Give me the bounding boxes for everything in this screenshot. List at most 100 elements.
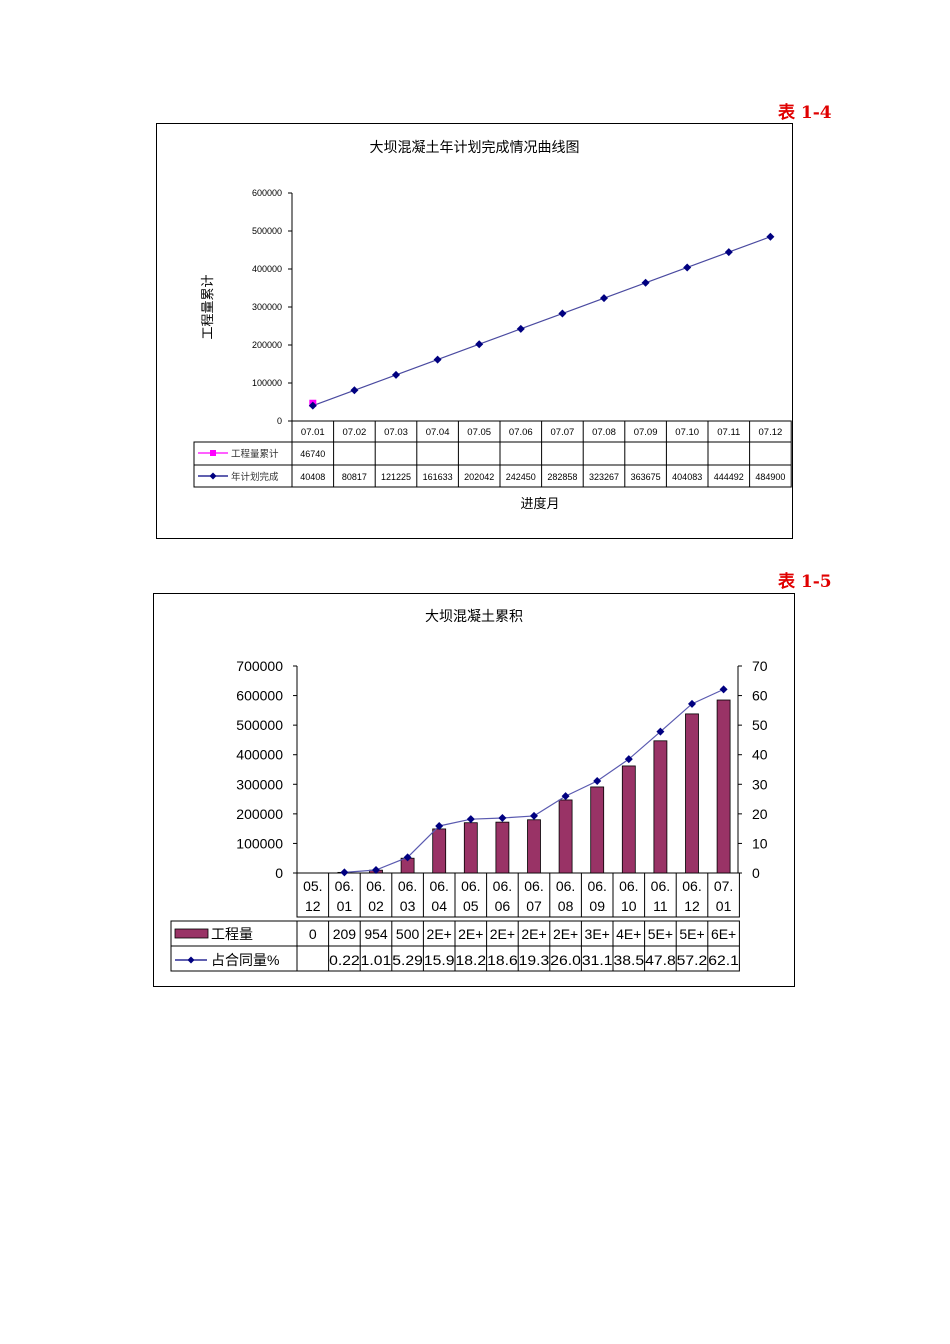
x-category-label: 07. — [714, 878, 733, 894]
table-value: 363675 — [631, 472, 661, 482]
chart-frame-cumulative: 大坝混凝土累积 700000 600000 500000 400000 300000 20… — [153, 593, 795, 987]
x-category-label: 06. — [651, 878, 670, 894]
x-category-label: 07.08 — [592, 427, 616, 438]
diamond-marker-icon — [683, 263, 692, 272]
table-value: 18.2 — [456, 952, 487, 968]
table-value: 26.0 — [550, 952, 581, 968]
y2-tick-label: 0 — [752, 865, 760, 881]
x-category-label: 07.06 — [509, 427, 533, 438]
diamond-marker-icon — [593, 777, 602, 786]
table-value: 484900 — [755, 472, 785, 482]
x-category-label: 06. — [398, 878, 417, 894]
y-tick-label: 200000 — [252, 340, 282, 350]
table-value: 62.1 — [708, 952, 739, 968]
x-category-label: 09 — [589, 898, 605, 914]
table-value: 209 — [333, 926, 357, 942]
y-tick-label: 400000 — [252, 264, 282, 274]
x-category-label: 07 — [526, 898, 542, 914]
bar — [558, 799, 573, 874]
y-tick-label: 100000 — [236, 835, 283, 851]
bar-swatch-icon — [174, 928, 209, 939]
bar — [590, 786, 605, 874]
diamond-marker-icon — [558, 309, 567, 318]
table-value: 2E+ — [521, 926, 546, 942]
y2-tick-label: 20 — [752, 806, 768, 822]
x-category-label: 07.07 — [551, 427, 575, 438]
table-value: 5E+ — [648, 926, 673, 942]
table-value: 15.9 — [424, 952, 455, 968]
table-value: 5E+ — [679, 926, 704, 942]
table-value: 57.2 — [677, 952, 708, 968]
table-label-1-5: 表 1-5 — [778, 572, 832, 592]
diamond-marker-icon — [466, 815, 475, 824]
x-category-label: 07.04 — [426, 427, 450, 438]
line-chart-annual-plan: 600000 500000 400000 300000 200000 100000 0 工程量… — [193, 188, 792, 511]
x-category-label: 12 — [305, 898, 321, 914]
table-value: 80817 — [342, 472, 367, 482]
table-value: 4E+ — [616, 926, 641, 942]
y2-tick-label: 60 — [752, 688, 768, 704]
x-category-label: 07.11 — [717, 427, 740, 438]
bar — [621, 765, 636, 874]
table-value: 2E+ — [427, 926, 452, 942]
y-tick-label: 500000 — [252, 226, 282, 236]
table-value: 38.5 — [614, 952, 645, 968]
y-tick-label: 100000 — [252, 378, 282, 388]
x-category-label: 07.10 — [675, 427, 699, 438]
y-tick-label: 400000 — [236, 747, 283, 763]
table-value: 31.1 — [582, 952, 613, 968]
diamond-marker-icon — [187, 956, 195, 964]
x-category-label: 06. — [335, 878, 354, 894]
diamond-marker-icon — [433, 355, 442, 364]
diamond-marker-icon — [600, 294, 608, 303]
table-value: 444492 — [714, 472, 744, 482]
table-value: 2E+ — [553, 926, 578, 942]
diamond-marker-icon — [766, 232, 775, 241]
x-category-label: 07.01 — [301, 427, 325, 438]
diamond-marker-icon — [435, 821, 444, 830]
table-value: 2E+ — [490, 926, 515, 942]
y-tick-label: 700000 — [236, 658, 283, 674]
table-value: 202042 — [464, 472, 494, 482]
x-category-label: 01 — [716, 898, 732, 914]
x-category-label: 05 — [463, 898, 479, 914]
y-tick-label: 0 — [277, 416, 282, 426]
y2-tick-label: 50 — [752, 717, 768, 733]
bar — [685, 713, 699, 874]
bar — [716, 699, 731, 874]
bar — [653, 740, 668, 874]
y-axis-label: 工程量累计 — [200, 274, 215, 339]
table-value: 121225 — [381, 472, 411, 482]
diamond-marker-icon — [530, 811, 538, 820]
x-category-label: 06. — [429, 878, 448, 894]
table-value: 323267 — [589, 472, 619, 482]
y2-tick-label: 40 — [752, 747, 768, 763]
diamond-marker-icon — [641, 278, 650, 287]
table-value: 46740 — [300, 449, 325, 459]
x-category-label: 07.03 — [384, 427, 408, 438]
bar-line-chart-cumulative: 7000006000005000004000003000002000001000… — [170, 658, 768, 972]
y-tick-label: 200000 — [236, 806, 283, 822]
x-category-label: 07.05 — [467, 427, 491, 438]
legend-label: 占合同量% — [211, 952, 279, 968]
y-tick-label: 300000 — [236, 776, 283, 792]
chart-frame-annual-plan: 大坝混凝土年计划完成情况曲线图 600000 500000 400000 300000… — [156, 123, 793, 539]
legend-label: 年计划完成 — [231, 471, 279, 483]
bar — [463, 822, 478, 874]
diamond-marker-icon — [372, 866, 380, 875]
x-category-label: 12 — [684, 898, 700, 914]
x-category-label: 06. — [461, 878, 480, 894]
diamond-marker-icon — [308, 401, 317, 410]
x-category-label: 06 — [495, 898, 511, 914]
x-category-label: 02 — [368, 898, 384, 914]
diamond-marker-icon — [624, 755, 633, 764]
y-tick-label: 0 — [275, 865, 283, 881]
y-tick-label: 600000 — [236, 688, 283, 704]
x-category-label: 07.09 — [634, 427, 658, 438]
x-category-label: 06. — [366, 878, 385, 894]
table-value: 6E+ — [711, 926, 736, 942]
x-category-label: 06. — [619, 878, 638, 894]
table-value: 0 — [309, 926, 317, 942]
y2-tick-label: 30 — [752, 776, 768, 792]
diamond-marker-icon — [724, 248, 733, 257]
